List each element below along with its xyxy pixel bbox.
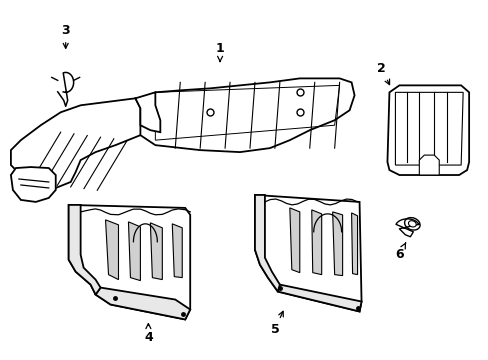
- Text: 5: 5: [270, 311, 283, 336]
- Text: 4: 4: [143, 324, 152, 344]
- Text: 2: 2: [376, 62, 389, 85]
- Polygon shape: [105, 220, 118, 280]
- Polygon shape: [11, 98, 155, 188]
- Polygon shape: [386, 85, 468, 175]
- Polygon shape: [11, 167, 56, 202]
- Polygon shape: [254, 195, 361, 311]
- Polygon shape: [351, 213, 357, 275]
- Polygon shape: [128, 222, 140, 280]
- Polygon shape: [311, 210, 321, 275]
- Polygon shape: [172, 224, 182, 278]
- Polygon shape: [289, 208, 299, 273]
- Text: 1: 1: [215, 42, 224, 61]
- Polygon shape: [68, 205, 101, 294]
- Ellipse shape: [407, 221, 415, 227]
- Polygon shape: [135, 78, 354, 152]
- Polygon shape: [277, 285, 361, 311]
- Polygon shape: [95, 288, 190, 319]
- Ellipse shape: [404, 217, 419, 230]
- Polygon shape: [68, 205, 190, 319]
- Polygon shape: [150, 223, 162, 280]
- Text: 3: 3: [61, 24, 70, 48]
- Polygon shape: [332, 212, 342, 276]
- Polygon shape: [419, 155, 438, 175]
- Polygon shape: [135, 92, 160, 132]
- Polygon shape: [254, 195, 279, 292]
- Text: 6: 6: [394, 243, 405, 261]
